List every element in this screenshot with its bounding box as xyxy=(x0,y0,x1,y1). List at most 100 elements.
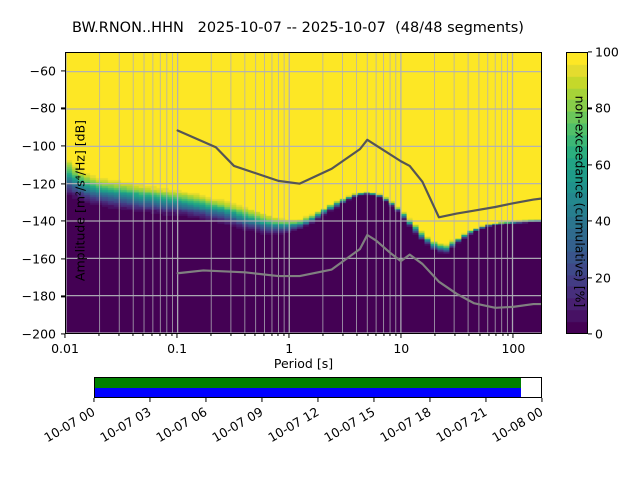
x-tick-mark xyxy=(395,334,397,337)
colorbar-tick-label: 40 xyxy=(595,213,611,229)
x-tick-mark xyxy=(383,334,385,337)
x-tick-mark xyxy=(468,334,470,337)
x-tick-mark xyxy=(210,334,212,337)
colorbar-tick-mark xyxy=(588,220,592,222)
y-tick-mark xyxy=(61,145,65,147)
y-tick-mark xyxy=(61,183,65,185)
coverage-tick-label: 10-07 18 xyxy=(377,404,434,446)
x-tick-mark xyxy=(400,334,402,338)
x-tick-mark xyxy=(171,334,173,337)
coverage-segment xyxy=(95,378,521,397)
coverage-tick-label: 10-08 00 xyxy=(489,404,546,446)
colorbar-tick-mark xyxy=(588,164,592,166)
coverage-tick-mark xyxy=(373,398,375,402)
y-tick-label: −80 xyxy=(29,100,56,116)
x-tick-mark xyxy=(322,334,324,337)
x-tick-label: 100 xyxy=(501,341,526,356)
x-tick-mark xyxy=(366,334,369,337)
coverage-tick-label: 10-07 09 xyxy=(209,404,266,446)
x-tick-label: 0.01 xyxy=(51,341,79,356)
colorbar[interactable]: non-exceedance (cumulative) [%] xyxy=(566,52,588,334)
coverage-tick-mark xyxy=(261,398,263,402)
x-tick-mark xyxy=(434,334,436,337)
ppsd-plot-axes[interactable] xyxy=(65,52,542,334)
colorbar-tick-label: 80 xyxy=(595,100,611,116)
x-tick-mark xyxy=(288,334,290,338)
x-tick-mark xyxy=(98,334,100,337)
coverage-tick-mark xyxy=(205,398,207,402)
x-tick-mark xyxy=(501,334,504,337)
colorbar-tick-mark xyxy=(588,277,592,279)
x-tick-mark xyxy=(271,334,273,337)
coverage-tick-mark xyxy=(93,398,95,402)
ppsd-histogram xyxy=(66,53,541,333)
x-tick-mark xyxy=(495,334,497,337)
x-tick-mark xyxy=(165,334,167,337)
coverage-tick-label: 10-07 21 xyxy=(433,404,490,446)
noise-model-lines xyxy=(176,129,541,309)
y-axis-label: Amplitude [m²/s⁴/Hz] [dB] xyxy=(72,119,88,282)
coverage-tick-mark xyxy=(485,398,487,402)
y-tick-mark xyxy=(61,333,65,335)
x-tick-mark xyxy=(151,334,153,337)
x-tick-mark xyxy=(342,334,344,337)
y-tick-label: −120 xyxy=(21,176,56,192)
x-tick-mark xyxy=(356,334,358,337)
x-tick-mark xyxy=(263,334,265,337)
colorbar-tick-mark xyxy=(588,107,592,109)
x-tick-mark xyxy=(454,334,456,337)
page-title: BW.RNON..HHN 2025-10-07 -- 2025-10-07 (4… xyxy=(72,20,524,36)
x-tick-mark xyxy=(142,334,144,337)
coverage-tick-label: 10-07 12 xyxy=(265,404,322,446)
x-tick-mark xyxy=(277,334,279,337)
coverage-tick-mark xyxy=(149,398,151,402)
y-tick-mark xyxy=(61,107,65,109)
y-tick-label: −160 xyxy=(21,251,56,267)
y-tick-label: −100 xyxy=(21,138,56,154)
coverage-green-band xyxy=(95,378,521,388)
colorbar-tick-label: 20 xyxy=(595,270,611,286)
x-tick-mark xyxy=(131,334,134,337)
coverage-tick-mark xyxy=(317,398,319,402)
y-tick-label: −200 xyxy=(21,326,56,342)
x-tick-mark xyxy=(507,334,509,337)
y-tick-label: −60 xyxy=(29,63,56,79)
x-tick-mark xyxy=(512,334,514,338)
x-tick-label: 0.1 xyxy=(167,341,188,356)
colorbar-tick-label: 60 xyxy=(595,157,611,173)
colorbar-tick-mark xyxy=(588,51,592,53)
y-tick-label: −180 xyxy=(21,288,56,304)
y-tick-mark xyxy=(61,258,65,260)
x-tick-mark xyxy=(176,334,178,338)
x-tick-label: 10 xyxy=(393,341,410,356)
coverage-tick-label: 10-07 03 xyxy=(97,404,154,446)
y-tick-mark xyxy=(61,295,65,297)
coverage-tick-label: 10-07 06 xyxy=(153,404,210,446)
coverage-tick-label: 10-07 15 xyxy=(321,404,378,446)
x-tick-mark xyxy=(283,334,285,337)
x-tick-mark xyxy=(487,334,490,337)
colorbar-tick-mark xyxy=(588,333,592,335)
y-tick-label: −140 xyxy=(21,213,56,229)
plot-gridlines xyxy=(66,53,541,333)
x-axis-label: Period [s] xyxy=(273,356,334,371)
y-tick-mark xyxy=(61,220,65,222)
data-coverage-bar[interactable] xyxy=(94,377,542,398)
colorbar-tick-label: 0 xyxy=(595,326,603,342)
x-tick-mark xyxy=(375,334,377,337)
colorbar-gradient xyxy=(567,53,587,333)
x-tick-label: 1 xyxy=(285,341,294,356)
x-tick-mark xyxy=(244,334,246,337)
x-tick-mark xyxy=(117,334,120,337)
x-tick-mark xyxy=(159,334,161,337)
x-tick-mark xyxy=(389,334,391,337)
y-tick-mark xyxy=(61,70,65,72)
coverage-tick-label: 10-07 00 xyxy=(41,404,98,446)
colorbar-label: non-exceedance (cumulative) [%] xyxy=(572,95,588,308)
x-tick-mark xyxy=(64,334,66,338)
x-tick-mark xyxy=(479,334,481,337)
x-tick-mark xyxy=(230,334,232,337)
coverage-blue-band xyxy=(95,387,521,397)
x-tick-mark xyxy=(254,334,256,337)
colorbar-tick-label: 100 xyxy=(595,44,619,60)
